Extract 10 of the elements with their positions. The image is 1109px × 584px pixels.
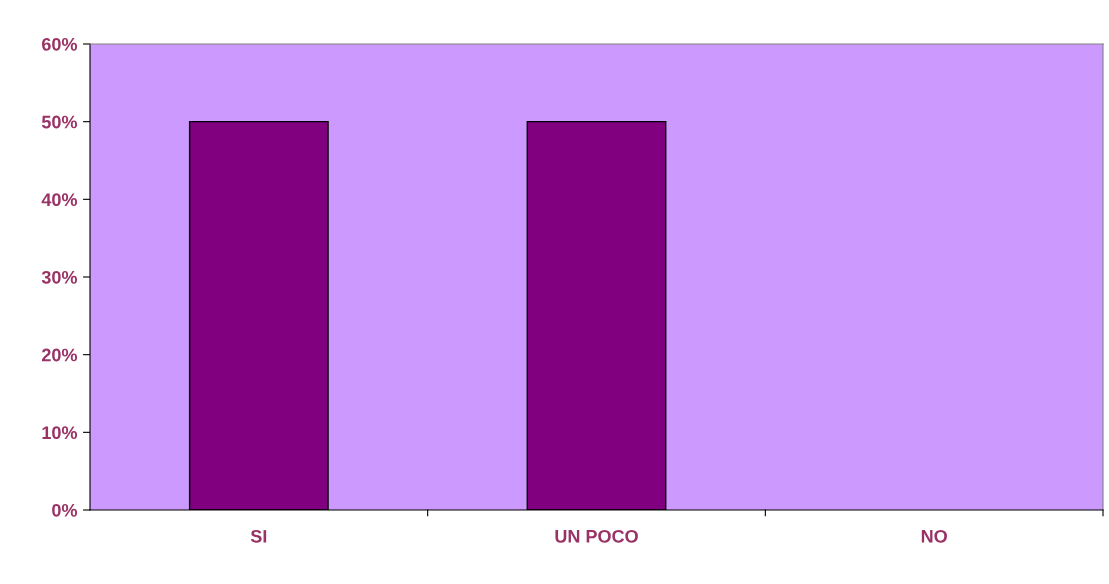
x-tick-label: NO <box>921 529 947 543</box>
x-tick-label: SI <box>250 529 267 543</box>
x-tick-label: UN POCO <box>555 529 638 543</box>
y-tick-label: 60% <box>42 37 78 51</box>
y-tick-label: 20% <box>41 348 78 362</box>
y-tick-label: 10% <box>42 426 78 440</box>
y-tick-label: 40% <box>41 193 78 207</box>
y-tick-label: 50% <box>41 115 78 129</box>
y-tick-label: 0% <box>52 503 78 517</box>
y-tick-label: 30% <box>41 270 78 284</box>
